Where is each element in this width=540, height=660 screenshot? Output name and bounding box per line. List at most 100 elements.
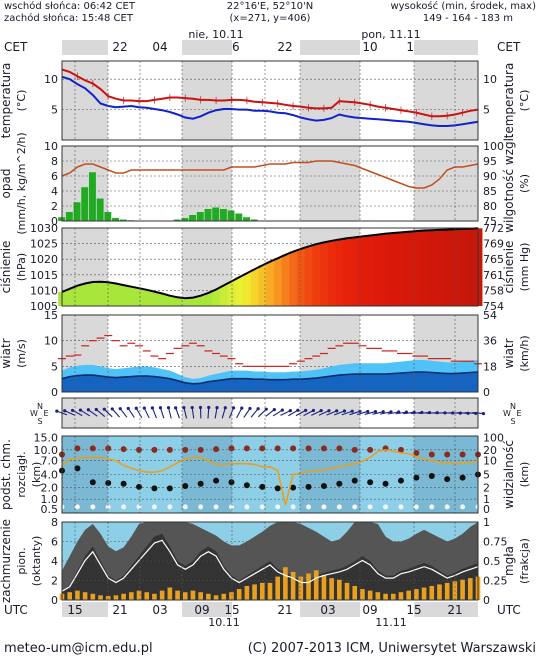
right-tick-0: 100 (483, 432, 504, 445)
right-axis-unit: (km/h) (518, 335, 531, 371)
fog-bar-37 (344, 582, 350, 600)
night-band-3 (414, 61, 478, 140)
cloud-base-dot-6 (105, 479, 112, 486)
cloud-top-dot-50 (444, 451, 451, 458)
left-tick-2: 6 (51, 170, 58, 183)
cloud-base-dot-10 (136, 483, 143, 490)
left-tick-0: 10 (44, 140, 58, 153)
sunset-text: zachód słońca: 15:48 CET (4, 12, 134, 24)
left-axis-label: podst. chm. (0, 439, 13, 510)
low-dot-22 (228, 504, 234, 510)
wind-arrow-head-54 (481, 411, 486, 416)
bottom-hour-6: 03 (320, 603, 335, 617)
fog-bar-10 (136, 590, 142, 600)
wind-arrow-head-5 (94, 407, 98, 412)
fog-bar-8 (121, 593, 126, 600)
right-axis-label: mgła (502, 546, 516, 576)
low-dot-20 (213, 504, 219, 510)
panel-frame (61, 60, 479, 141)
cloud-top-dot-46 (413, 449, 420, 456)
pressure-col-52 (458, 228, 468, 306)
fog-bar-27 (267, 582, 273, 600)
wind-arrow-head-35 (335, 409, 339, 413)
wind-arrow-28 (272, 409, 283, 417)
pressure-col-50 (443, 229, 452, 306)
cloud-base-dot-22 (228, 479, 235, 486)
footer-night-band-3 (414, 602, 478, 617)
right-tick-2: 0.5 (483, 555, 501, 568)
wind-arrow-21 (221, 407, 226, 419)
wind-arrow-31 (295, 409, 306, 417)
cloud-base-dot-50 (444, 476, 451, 483)
pressure-col-39 (358, 236, 367, 306)
right-axis-unit: (mm Hg) (518, 243, 531, 292)
wind-arrow-head-24 (248, 406, 252, 411)
right-axis-unit: (°C) (518, 90, 531, 112)
cloud-top-dot-10 (136, 446, 143, 453)
wind-arrow-38 (349, 410, 361, 416)
right-tick-2: 90 (483, 170, 497, 183)
left-tick-0: 8 (51, 516, 58, 529)
pressure-col-36 (335, 239, 344, 306)
wind-arrow-head-18 (198, 405, 203, 410)
pressure-col-42 (381, 233, 391, 306)
bottom-tz-left: UTC (4, 603, 28, 617)
fog-bar-42 (383, 593, 388, 600)
right-axis-label: widzialność (502, 440, 516, 509)
left-axis-unit2: (oktanty) (30, 536, 43, 587)
wind-arrow-37 (341, 410, 353, 416)
left-tick-1: 10.0 (34, 444, 59, 457)
right-axis-unit: (frakcja) (518, 538, 531, 584)
wind-arrow-23 (236, 407, 243, 419)
pressure-col-3 (81, 283, 90, 306)
wind-arrow-16 (183, 407, 188, 419)
cloud-base-dot-34 (320, 483, 327, 490)
compass-right-S: S (510, 417, 515, 426)
pressure-col-23 (235, 277, 244, 306)
right-axis-unit: (km) (518, 462, 531, 488)
wind-arrow-39 (357, 410, 368, 416)
left-axis-label: zachmurzenie (0, 519, 13, 603)
low-dot-36 (336, 504, 342, 510)
left-axis-unit: pion. (15, 547, 28, 574)
left-tick-1: 8 (51, 155, 58, 168)
precip-bar-23 (235, 213, 243, 221)
header-night-band-0 (62, 40, 108, 55)
left-tick-3: 0 (51, 386, 58, 399)
compass-left-E: E (43, 409, 48, 418)
pressure-col-6 (104, 282, 113, 306)
wind-arrow-14 (167, 407, 172, 419)
low-dot-2 (74, 504, 80, 510)
wind-arrow-7 (111, 408, 121, 418)
left-tick-4: 0 (51, 594, 58, 607)
left-axis-label: wiatr (0, 338, 13, 368)
cloud-top-dot-24 (243, 445, 250, 452)
wind-arrow-head-22 (231, 406, 236, 410)
fog-bar-29 (283, 567, 288, 600)
wind-arrow-46 (410, 411, 422, 415)
elevation-values: 149 - 164 - 183 m (423, 13, 513, 24)
cloud-base-dot-46 (413, 474, 420, 481)
low-dot-10 (136, 504, 142, 510)
low-dot-26 (259, 504, 265, 510)
wind-arrow-head-12 (150, 406, 154, 410)
cloud-base-dot-30 (290, 484, 297, 491)
fog-bar-46 (414, 589, 419, 600)
footer-email[interactable]: meteo-um@icm.edu.pl (4, 641, 153, 656)
wind-arrow-12 (151, 407, 158, 419)
fog-bar-22 (229, 592, 234, 600)
left-tick-3: 4.0 (41, 469, 59, 482)
fog-bar-16 (182, 592, 188, 600)
wind-arrow-head-26 (264, 407, 268, 411)
right-tick-5: 754 (483, 300, 504, 313)
wind-arrow-head-36 (342, 409, 347, 413)
pressure-col-43 (389, 232, 398, 306)
left-axis-unit2: (km) (30, 462, 43, 488)
right-tick-0: 54 (483, 309, 497, 322)
bottom-hour-9: 21 (447, 603, 462, 617)
cloud-base-dot-26 (259, 483, 266, 490)
left-axis-label: temperatura (0, 63, 13, 139)
left-tick-4: 2.0 (41, 482, 59, 495)
wind-arrow-42 (380, 411, 392, 415)
header-night-band-2 (300, 40, 360, 55)
